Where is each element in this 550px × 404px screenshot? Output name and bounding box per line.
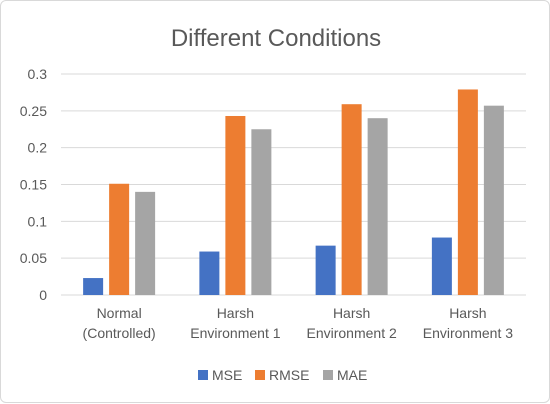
y-axis-ticks: 0 0.05 0.1 0.15 0.2 0.25 0.3 (20, 66, 47, 303)
y-tick-label: 0.15 (20, 177, 47, 193)
bar-mse-1 (83, 278, 104, 295)
legend-label-mse: MSE (212, 367, 242, 383)
legend-label-mae: MAE (337, 367, 367, 383)
bars (83, 89, 504, 296)
y-tick-label: 0.05 (20, 250, 47, 266)
legend-swatch-mae (323, 370, 333, 380)
x-category-label: Normal (Controlled) (83, 305, 156, 341)
bar-mae-4 (483, 105, 504, 295)
legend-swatch-rmse (255, 370, 265, 380)
bar-rmse-4 (457, 89, 478, 295)
chart-title: Different Conditions (171, 25, 381, 52)
y-tick-label: 0 (39, 287, 47, 303)
bar-rmse-3 (341, 104, 362, 295)
bar-rmse-1 (109, 183, 130, 295)
x-category-label: Harsh Environment 2 (306, 305, 396, 341)
y-tick-label: 0.2 (28, 140, 48, 156)
bar-mae-3 (367, 118, 388, 295)
bar-mse-3 (315, 245, 336, 295)
x-category-label: Harsh Environment 1 (190, 305, 280, 341)
bar-mae-2 (251, 129, 272, 295)
legend-label-rmse: RMSE (269, 367, 309, 383)
y-tick-label: 0.25 (20, 103, 47, 119)
bar-mse-2 (199, 251, 220, 295)
x-category-label: Harsh Environment 3 (423, 305, 513, 341)
x-axis-labels: Normal (Controlled) Harsh Environment 1 Hars… (83, 305, 514, 341)
y-tick-label: 0.3 (28, 66, 48, 82)
y-tick-label: 0.1 (28, 213, 48, 229)
bar-mse-4 (431, 237, 452, 295)
legend: MSE RMSE MAE (198, 367, 367, 383)
bar-rmse-2 (225, 115, 246, 296)
gridlines (61, 73, 526, 296)
legend-swatch-mse (198, 370, 208, 380)
bar-mae-1 (135, 191, 156, 295)
